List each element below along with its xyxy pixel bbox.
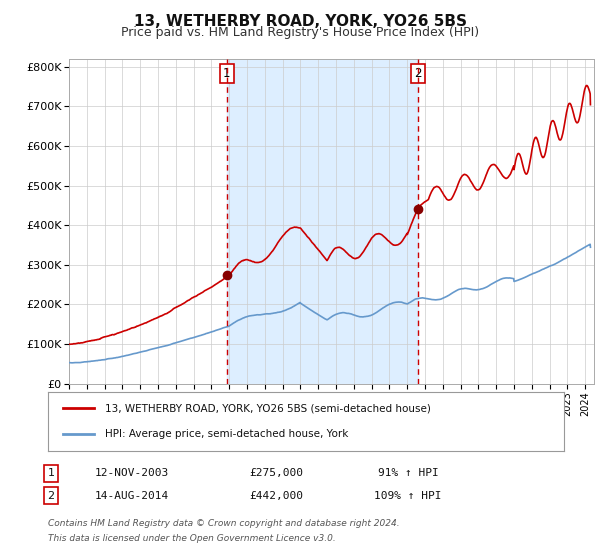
Text: 91% ↑ HPI: 91% ↑ HPI bbox=[377, 468, 439, 478]
Text: 1: 1 bbox=[47, 468, 55, 478]
Text: 14-AUG-2014: 14-AUG-2014 bbox=[95, 491, 169, 501]
Text: 109% ↑ HPI: 109% ↑ HPI bbox=[374, 491, 442, 501]
Text: £275,000: £275,000 bbox=[249, 468, 303, 478]
Text: 1: 1 bbox=[223, 67, 230, 80]
Text: Price paid vs. HM Land Registry's House Price Index (HPI): Price paid vs. HM Land Registry's House … bbox=[121, 26, 479, 39]
Text: 2: 2 bbox=[415, 67, 422, 80]
Text: Contains HM Land Registry data © Crown copyright and database right 2024.: Contains HM Land Registry data © Crown c… bbox=[48, 519, 400, 528]
Text: £442,000: £442,000 bbox=[249, 491, 303, 501]
Bar bbox=[227, 59, 418, 384]
Text: 13, WETHERBY ROAD, YORK, YO26 5BS: 13, WETHERBY ROAD, YORK, YO26 5BS bbox=[133, 14, 467, 29]
Text: 12-NOV-2003: 12-NOV-2003 bbox=[95, 468, 169, 478]
Text: 2: 2 bbox=[47, 491, 55, 501]
Text: 13, WETHERBY ROAD, YORK, YO26 5BS (semi-detached house): 13, WETHERBY ROAD, YORK, YO26 5BS (semi-… bbox=[105, 403, 431, 413]
Text: This data is licensed under the Open Government Licence v3.0.: This data is licensed under the Open Gov… bbox=[48, 534, 336, 543]
Text: HPI: Average price, semi-detached house, York: HPI: Average price, semi-detached house,… bbox=[105, 430, 348, 440]
